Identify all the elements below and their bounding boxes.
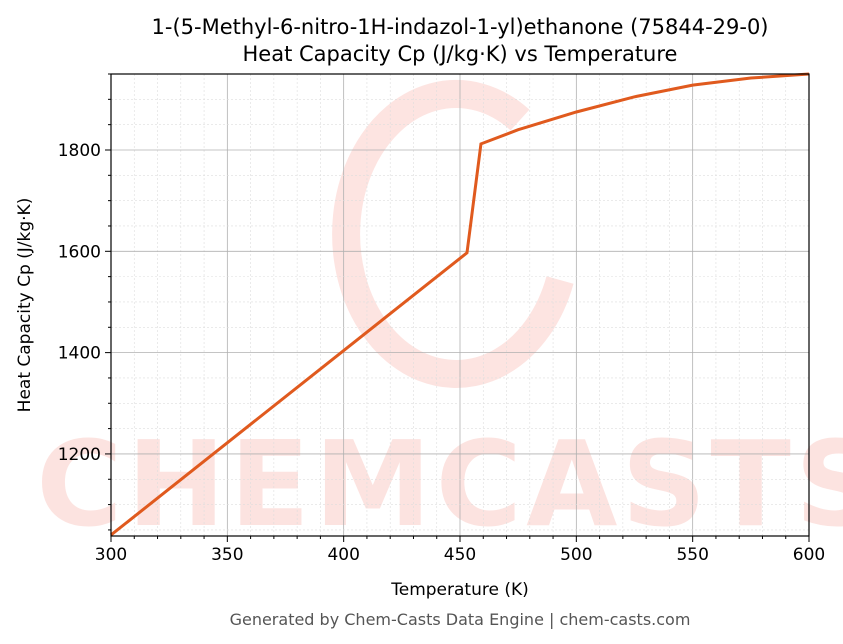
x-tick-label: 550 (676, 545, 708, 565)
y-tick-label: 1200 (58, 445, 101, 465)
x-tick-label: 450 (444, 545, 476, 565)
y-tick-label: 1400 (58, 344, 101, 364)
footer-credit: Generated by Chem-Casts Data Engine | ch… (230, 610, 691, 629)
watermark-logo: CHEMCASTS (36, 79, 843, 553)
x-tick-label: 300 (95, 545, 127, 565)
y-tick-label: 1600 (58, 242, 101, 262)
svg-text:CHEMCASTS: CHEMCASTS (36, 415, 843, 553)
x-tick-label: 350 (211, 545, 243, 565)
x-tick-label: 400 (327, 545, 359, 565)
x-tick-label: 600 (793, 545, 825, 565)
chart-title: 1-(5-Methyl-6-nitro-1H-indazol-1-yl)etha… (152, 15, 769, 39)
series-line (110, 72, 810, 537)
y-axis-label: Heat Capacity Cp (J/kg·K) (15, 198, 35, 413)
x-tick-label: 500 (560, 545, 592, 565)
y-tick-label: 1800 (58, 141, 101, 161)
x-axis-label: Temperature (K) (390, 580, 529, 600)
chart-subtitle: Heat Capacity Cp (J/kg·K) vs Temperature (243, 42, 678, 66)
